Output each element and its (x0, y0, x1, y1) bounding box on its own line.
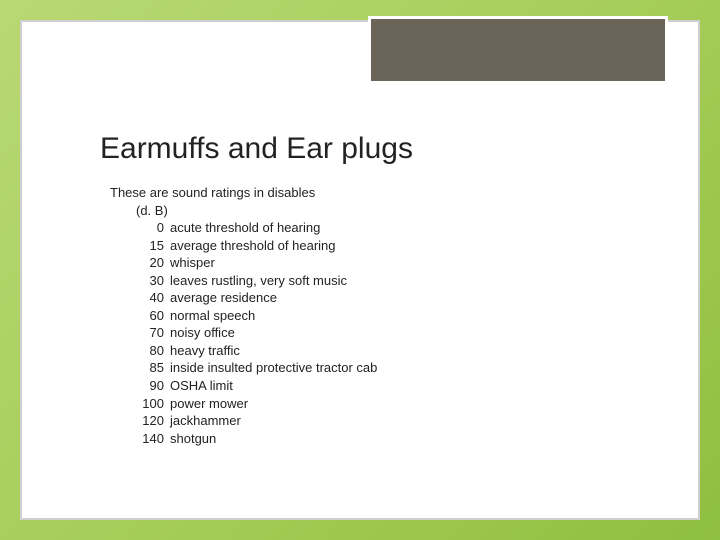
rating-db: 30 (136, 272, 164, 290)
rating-description: noisy office (170, 324, 658, 342)
rating-description: shotgun (170, 430, 658, 448)
rating-row: 80 heavy traffic (136, 342, 658, 360)
rating-db: 140 (136, 430, 164, 448)
rating-description: inside insulted protective tractor cab (170, 359, 658, 377)
slide-content: Earmuffs and Ear plugs These are sound r… (100, 132, 658, 447)
rating-row: 15 average threshold of hearing (136, 237, 658, 255)
rating-db: 100 (136, 395, 164, 413)
unit-line: (d. B) (136, 202, 658, 220)
rating-row: 40 average residence (136, 289, 658, 307)
slide-frame: Earmuffs and Ear plugs These are sound r… (20, 20, 700, 520)
rating-description: average threshold of hearing (170, 237, 658, 255)
rating-description: normal speech (170, 307, 658, 325)
rating-row: 20 whisper (136, 254, 658, 272)
rating-db: 120 (136, 412, 164, 430)
rating-db: 0 (136, 219, 164, 237)
rating-description: heavy traffic (170, 342, 658, 360)
rating-row: 140 shotgun (136, 430, 658, 448)
rating-description: power mower (170, 395, 658, 413)
slide-title: Earmuffs and Ear plugs (100, 132, 658, 166)
rating-db: 70 (136, 324, 164, 342)
rating-description: OSHA limit (170, 377, 658, 395)
rating-row: 100 power mower (136, 395, 658, 413)
rating-db: 15 (136, 237, 164, 255)
ratings-list: 0 acute threshold of hearing 15 average thr… (136, 219, 658, 447)
rating-row: 90 OSHA limit (136, 377, 658, 395)
corner-decoration-box (368, 16, 668, 84)
rating-row: 0 acute threshold of hearing (136, 219, 658, 237)
rating-db: 40 (136, 289, 164, 307)
rating-description: jackhammer (170, 412, 658, 430)
rating-row: 30 leaves rustling, very soft music (136, 272, 658, 290)
rating-description: leaves rustling, very soft music (170, 272, 658, 290)
rating-row: 85 inside insulted protective tractor cab (136, 359, 658, 377)
rating-db: 85 (136, 359, 164, 377)
rating-row: 120 jackhammer (136, 412, 658, 430)
rating-db: 20 (136, 254, 164, 272)
rating-row: 70 noisy office (136, 324, 658, 342)
rating-description: average residence (170, 289, 658, 307)
intro-text: These are sound ratings in disables (110, 184, 658, 202)
rating-db: 80 (136, 342, 164, 360)
rating-row: 60 normal speech (136, 307, 658, 325)
rating-db: 90 (136, 377, 164, 395)
rating-db: 60 (136, 307, 164, 325)
rating-description: whisper (170, 254, 658, 272)
rating-description: acute threshold of hearing (170, 219, 658, 237)
